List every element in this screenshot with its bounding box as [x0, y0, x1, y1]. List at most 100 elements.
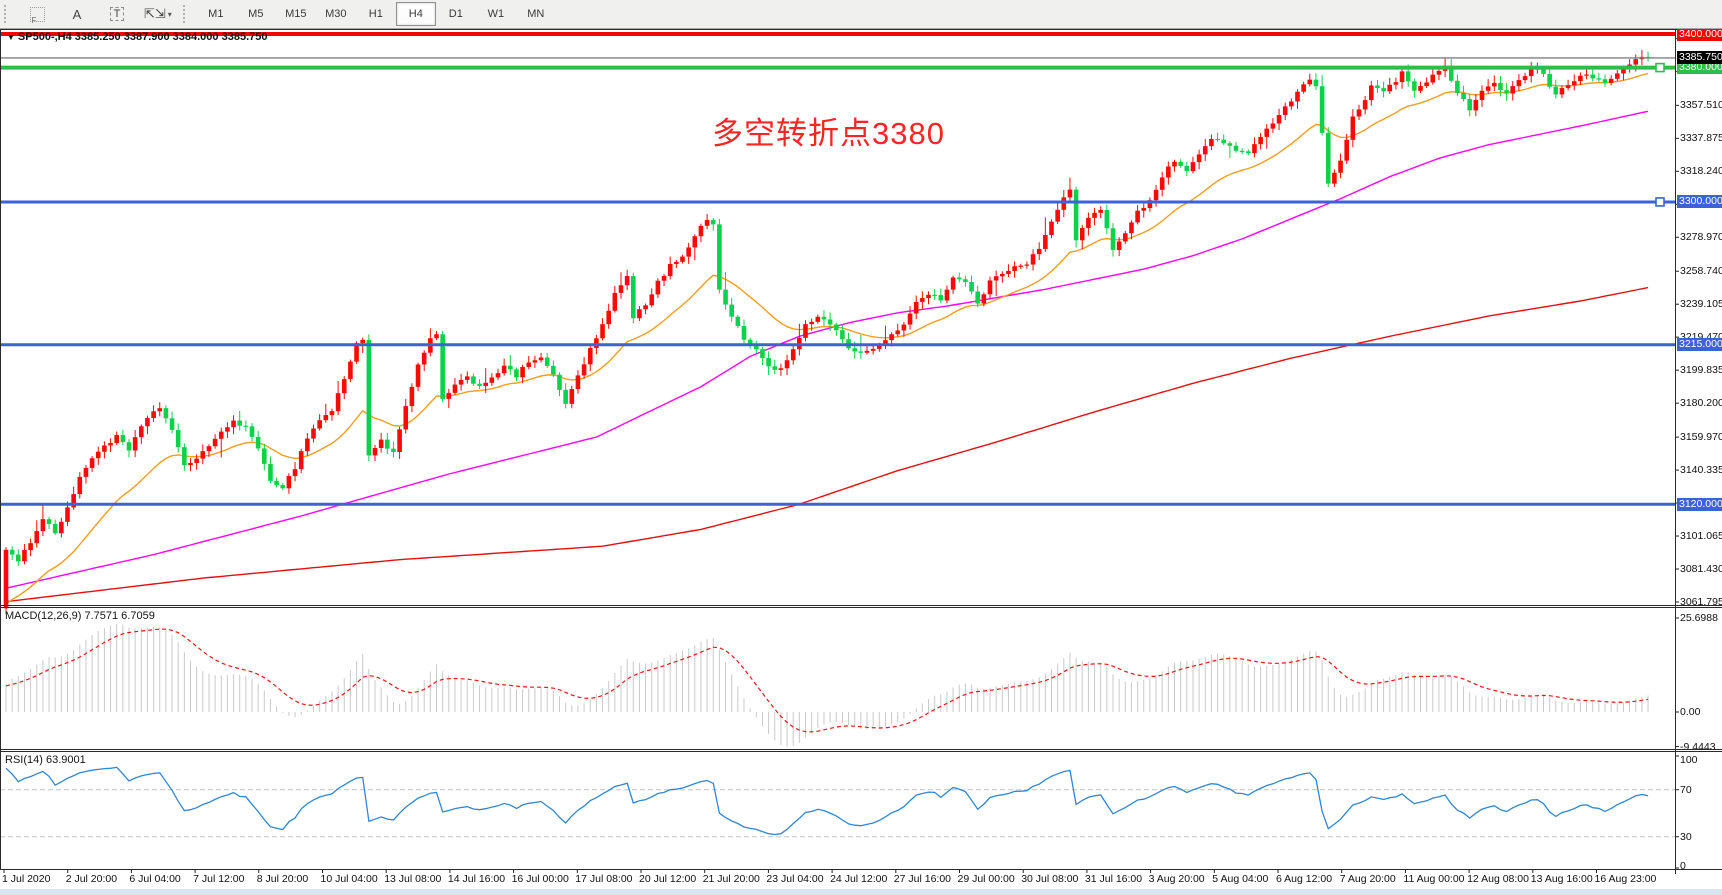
toolbar-grip[interactable] [4, 5, 11, 23]
toolbar: F A T ⇱⇲ ▾ M1 M5 M15 M30 H1 H4 D1 W1 MN [0, 0, 1722, 29]
price-tick-label: 3357.510 [1680, 99, 1722, 112]
candle-body [827, 319, 833, 325]
timeframe-button-mn[interactable]: MN [527, 8, 545, 20]
objects-tool-button[interactable]: ⇱⇲ ▾ [137, 2, 179, 26]
candle-body [145, 418, 150, 427]
candle-body [1350, 116, 1356, 140]
candle-body [815, 316, 821, 322]
time-tick-label: 27 Jul 16:00 [893, 873, 952, 885]
candle-body [833, 324, 839, 331]
timeframe-button-m30[interactable]: M30 [325, 8, 347, 20]
candle-body [1356, 109, 1362, 117]
level-handle-support-3300[interactable] [1655, 197, 1665, 207]
MA-slow-red-group [5, 286, 1649, 603]
chart-annotation-text[interactable]: 多空转折点3380 [712, 116, 945, 151]
candle-body [1467, 99, 1472, 111]
candle-body [575, 375, 581, 390]
candle-body [950, 277, 956, 290]
candle-body [938, 295, 944, 301]
price-tick-label: 3159.970 [1680, 431, 1722, 444]
candle-body [532, 360, 538, 363]
candle-body [360, 339, 365, 344]
candle-body [1209, 138, 1214, 147]
candle-body [1123, 233, 1128, 242]
candle-body [870, 348, 876, 351]
timeframe-button-m5[interactable]: M5 [248, 8, 264, 20]
candle-body [1547, 73, 1552, 87]
candle-body [1295, 91, 1300, 102]
price-tick-label: 3337.875 [1680, 132, 1722, 145]
rsi-tick-label: 70 [1680, 783, 1692, 796]
candle-body [1221, 139, 1226, 144]
candle-body [1202, 146, 1208, 155]
candle-body [1375, 85, 1380, 89]
timeframe-button-m15[interactable]: M15 [285, 8, 307, 20]
candle-body [913, 301, 919, 314]
candle-body [1270, 123, 1276, 129]
candle-body [526, 362, 532, 367]
toolbar-grip-2[interactable] [182, 5, 190, 23]
candle-body [1436, 70, 1442, 75]
candle-body [667, 263, 673, 276]
candle-body [655, 280, 661, 295]
candle-body [649, 294, 655, 306]
candle-body [108, 443, 113, 446]
level-handle-pivot-3380[interactable] [1655, 62, 1665, 73]
timeframe-button-m1[interactable]: M1 [208, 8, 224, 20]
candle-body [1448, 65, 1454, 81]
candle-body [305, 438, 310, 452]
time-tick-label: 7 Aug 20:00 [1339, 873, 1396, 885]
rsi-tick-label: 100 [1680, 754, 1698, 766]
timeframe-button-h4[interactable]: H4 [395, 2, 436, 26]
candle-body [877, 345, 882, 349]
candle-body [852, 348, 857, 352]
candle-body [686, 247, 691, 257]
MA-fast-orange [5, 72, 1649, 605]
candle-body [1239, 150, 1245, 152]
candle-body [188, 463, 193, 466]
candle-body [557, 374, 562, 390]
candle-body [963, 279, 968, 283]
time-tick-label: 10 Jul 04:00 [320, 873, 378, 885]
timeframe-button-group: M1 M5 M15 M30 H1 H4 D1 W1 MN [196, 2, 556, 26]
candle-body [95, 451, 101, 459]
candle-body [52, 523, 58, 534]
candle-body [403, 406, 409, 430]
candle-body [538, 357, 544, 361]
rsi-panel-bottom-border [0, 869, 1722, 870]
level-lines [0, 32, 1675, 506]
candle-body [704, 220, 710, 226]
candle-body [1553, 86, 1559, 95]
symbol-ohlc-text: SP500-,H4 3385.250 3387.900 3384.000 338… [17, 31, 268, 43]
text-tool-button[interactable]: A [57, 2, 97, 26]
timeframe-button-w1[interactable]: W1 [487, 8, 505, 20]
candle-body [1565, 85, 1571, 89]
candle-body [1227, 143, 1233, 146]
candle-body [600, 324, 605, 339]
timeframe-button-h1[interactable]: H1 [368, 8, 383, 20]
candle-body [34, 531, 40, 544]
time-tick-label: 23 Jul 04:00 [766, 873, 824, 885]
candle-body [901, 324, 907, 331]
candle-body [385, 439, 390, 449]
chevron-down-icon: ▾ [167, 9, 172, 19]
candle-body [1067, 189, 1073, 198]
candle-body [3, 549, 9, 609]
candle-body [151, 411, 156, 419]
candle-body [1584, 74, 1589, 76]
candle-body [354, 343, 359, 362]
candle-body [22, 550, 27, 562]
candle-body [1387, 84, 1393, 92]
timeframe-button-d1[interactable]: D1 [448, 8, 463, 20]
textbox-tool-button[interactable]: T [97, 2, 137, 26]
candle-body [1110, 228, 1116, 250]
cursor-tool-button[interactable]: F [17, 2, 57, 26]
candle-body [624, 276, 630, 286]
candle-body [1608, 78, 1614, 83]
candle-body [1405, 71, 1411, 82]
price-tag-support-3215: 3215.000 [1677, 338, 1722, 352]
candle-body [803, 324, 808, 338]
candle-body [182, 447, 187, 466]
candle-body [932, 294, 937, 296]
chart-top-border [0, 29, 1722, 30]
